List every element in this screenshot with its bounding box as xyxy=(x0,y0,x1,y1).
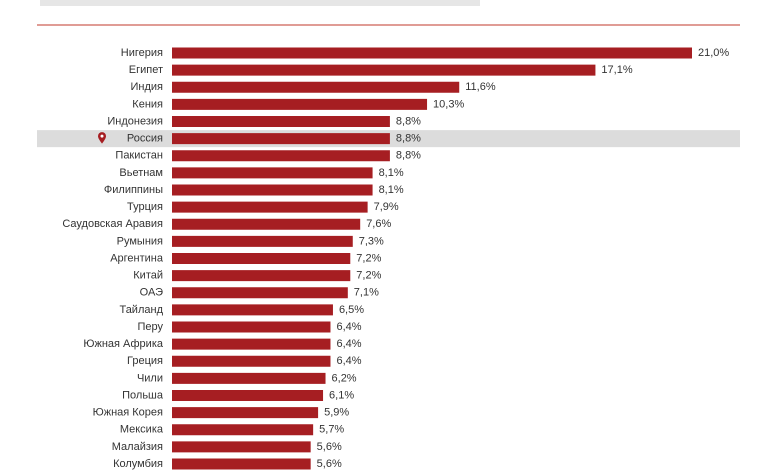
bar xyxy=(172,167,373,179)
category-label: Индия xyxy=(130,81,163,93)
value-label: 5,6% xyxy=(317,441,342,453)
category-label: Румыния xyxy=(117,235,163,247)
bar xyxy=(172,287,348,299)
category-label: Индонезия xyxy=(107,115,163,127)
category-label: Саудовская Аравия xyxy=(62,218,163,230)
bar xyxy=(172,372,326,384)
bar xyxy=(172,116,390,127)
category-label: Аргентина xyxy=(110,252,164,264)
value-label: 8,8% xyxy=(396,115,421,127)
category-label: Южная Корея xyxy=(93,407,163,419)
bar xyxy=(172,47,692,59)
bar xyxy=(172,424,314,436)
value-label: 8,8% xyxy=(396,150,421,162)
value-label: 6,4% xyxy=(336,355,361,367)
bar xyxy=(172,304,333,316)
category-label: Пакистан xyxy=(115,150,163,162)
value-label: 6,4% xyxy=(336,321,361,333)
category-label: Россия xyxy=(127,133,163,145)
category-label: Польша xyxy=(122,389,164,401)
value-label: 10,3% xyxy=(433,98,464,110)
category-label: Нигерия xyxy=(121,47,163,59)
category-label: Турция xyxy=(127,201,163,213)
value-label: 7,2% xyxy=(356,252,381,264)
category-label: Филиппины xyxy=(104,184,163,196)
category-label: Южная Африка xyxy=(83,338,164,350)
bar xyxy=(172,390,324,401)
category-label: Тайланд xyxy=(119,304,163,316)
bar xyxy=(172,98,428,110)
bar xyxy=(172,441,311,453)
bar xyxy=(172,150,390,162)
category-label: Малайзия xyxy=(112,441,163,453)
category-label: ОАЭ xyxy=(140,287,163,299)
bar xyxy=(172,64,596,76)
bar xyxy=(172,407,319,419)
location-pin-dot xyxy=(100,134,104,138)
value-label: 7,6% xyxy=(366,218,391,230)
bar xyxy=(172,184,373,196)
value-label: 21,0% xyxy=(698,47,729,59)
category-label: Колумбия xyxy=(113,458,163,470)
category-label: Мексика xyxy=(120,424,164,436)
cropped-title xyxy=(40,0,480,6)
value-label: 6,1% xyxy=(329,389,354,401)
category-label: Чили xyxy=(137,372,163,384)
category-label: Кения xyxy=(132,98,163,110)
value-label: 5,6% xyxy=(317,458,342,470)
bar xyxy=(172,270,351,282)
bar xyxy=(172,201,368,213)
value-label: 7,2% xyxy=(356,270,381,282)
bar xyxy=(172,81,460,93)
bar xyxy=(172,458,311,470)
bar xyxy=(172,338,331,350)
category-label: Греция xyxy=(127,355,163,367)
value-label: 8,1% xyxy=(379,184,404,196)
bar xyxy=(172,321,331,333)
category-label: Египет xyxy=(129,64,163,76)
bar xyxy=(172,355,331,367)
value-label: 7,3% xyxy=(359,235,384,247)
category-label: Перу xyxy=(137,321,163,333)
value-label: 6,4% xyxy=(336,338,361,350)
bar xyxy=(172,133,390,145)
bar xyxy=(172,253,351,264)
bar xyxy=(172,235,353,247)
value-label: 7,9% xyxy=(374,201,399,213)
value-label: 5,9% xyxy=(324,407,349,419)
location-pin xyxy=(98,132,106,144)
bar xyxy=(172,218,361,230)
value-label: 7,1% xyxy=(354,287,379,299)
value-label: 6,5% xyxy=(339,304,364,316)
value-label: 11,6% xyxy=(465,81,496,93)
value-label: 17,1% xyxy=(601,64,632,76)
value-label: 8,1% xyxy=(379,167,404,179)
category-label: Китай xyxy=(133,270,163,282)
value-label: 8,8% xyxy=(396,133,421,145)
value-label: 6,2% xyxy=(332,372,357,384)
category-label: Вьетнам xyxy=(119,167,163,179)
value-label: 5,7% xyxy=(319,424,344,436)
